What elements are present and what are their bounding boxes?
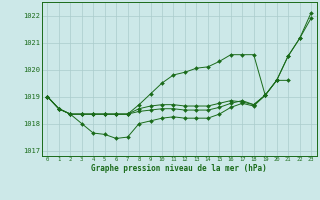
X-axis label: Graphe pression niveau de la mer (hPa): Graphe pression niveau de la mer (hPa)	[91, 164, 267, 173]
